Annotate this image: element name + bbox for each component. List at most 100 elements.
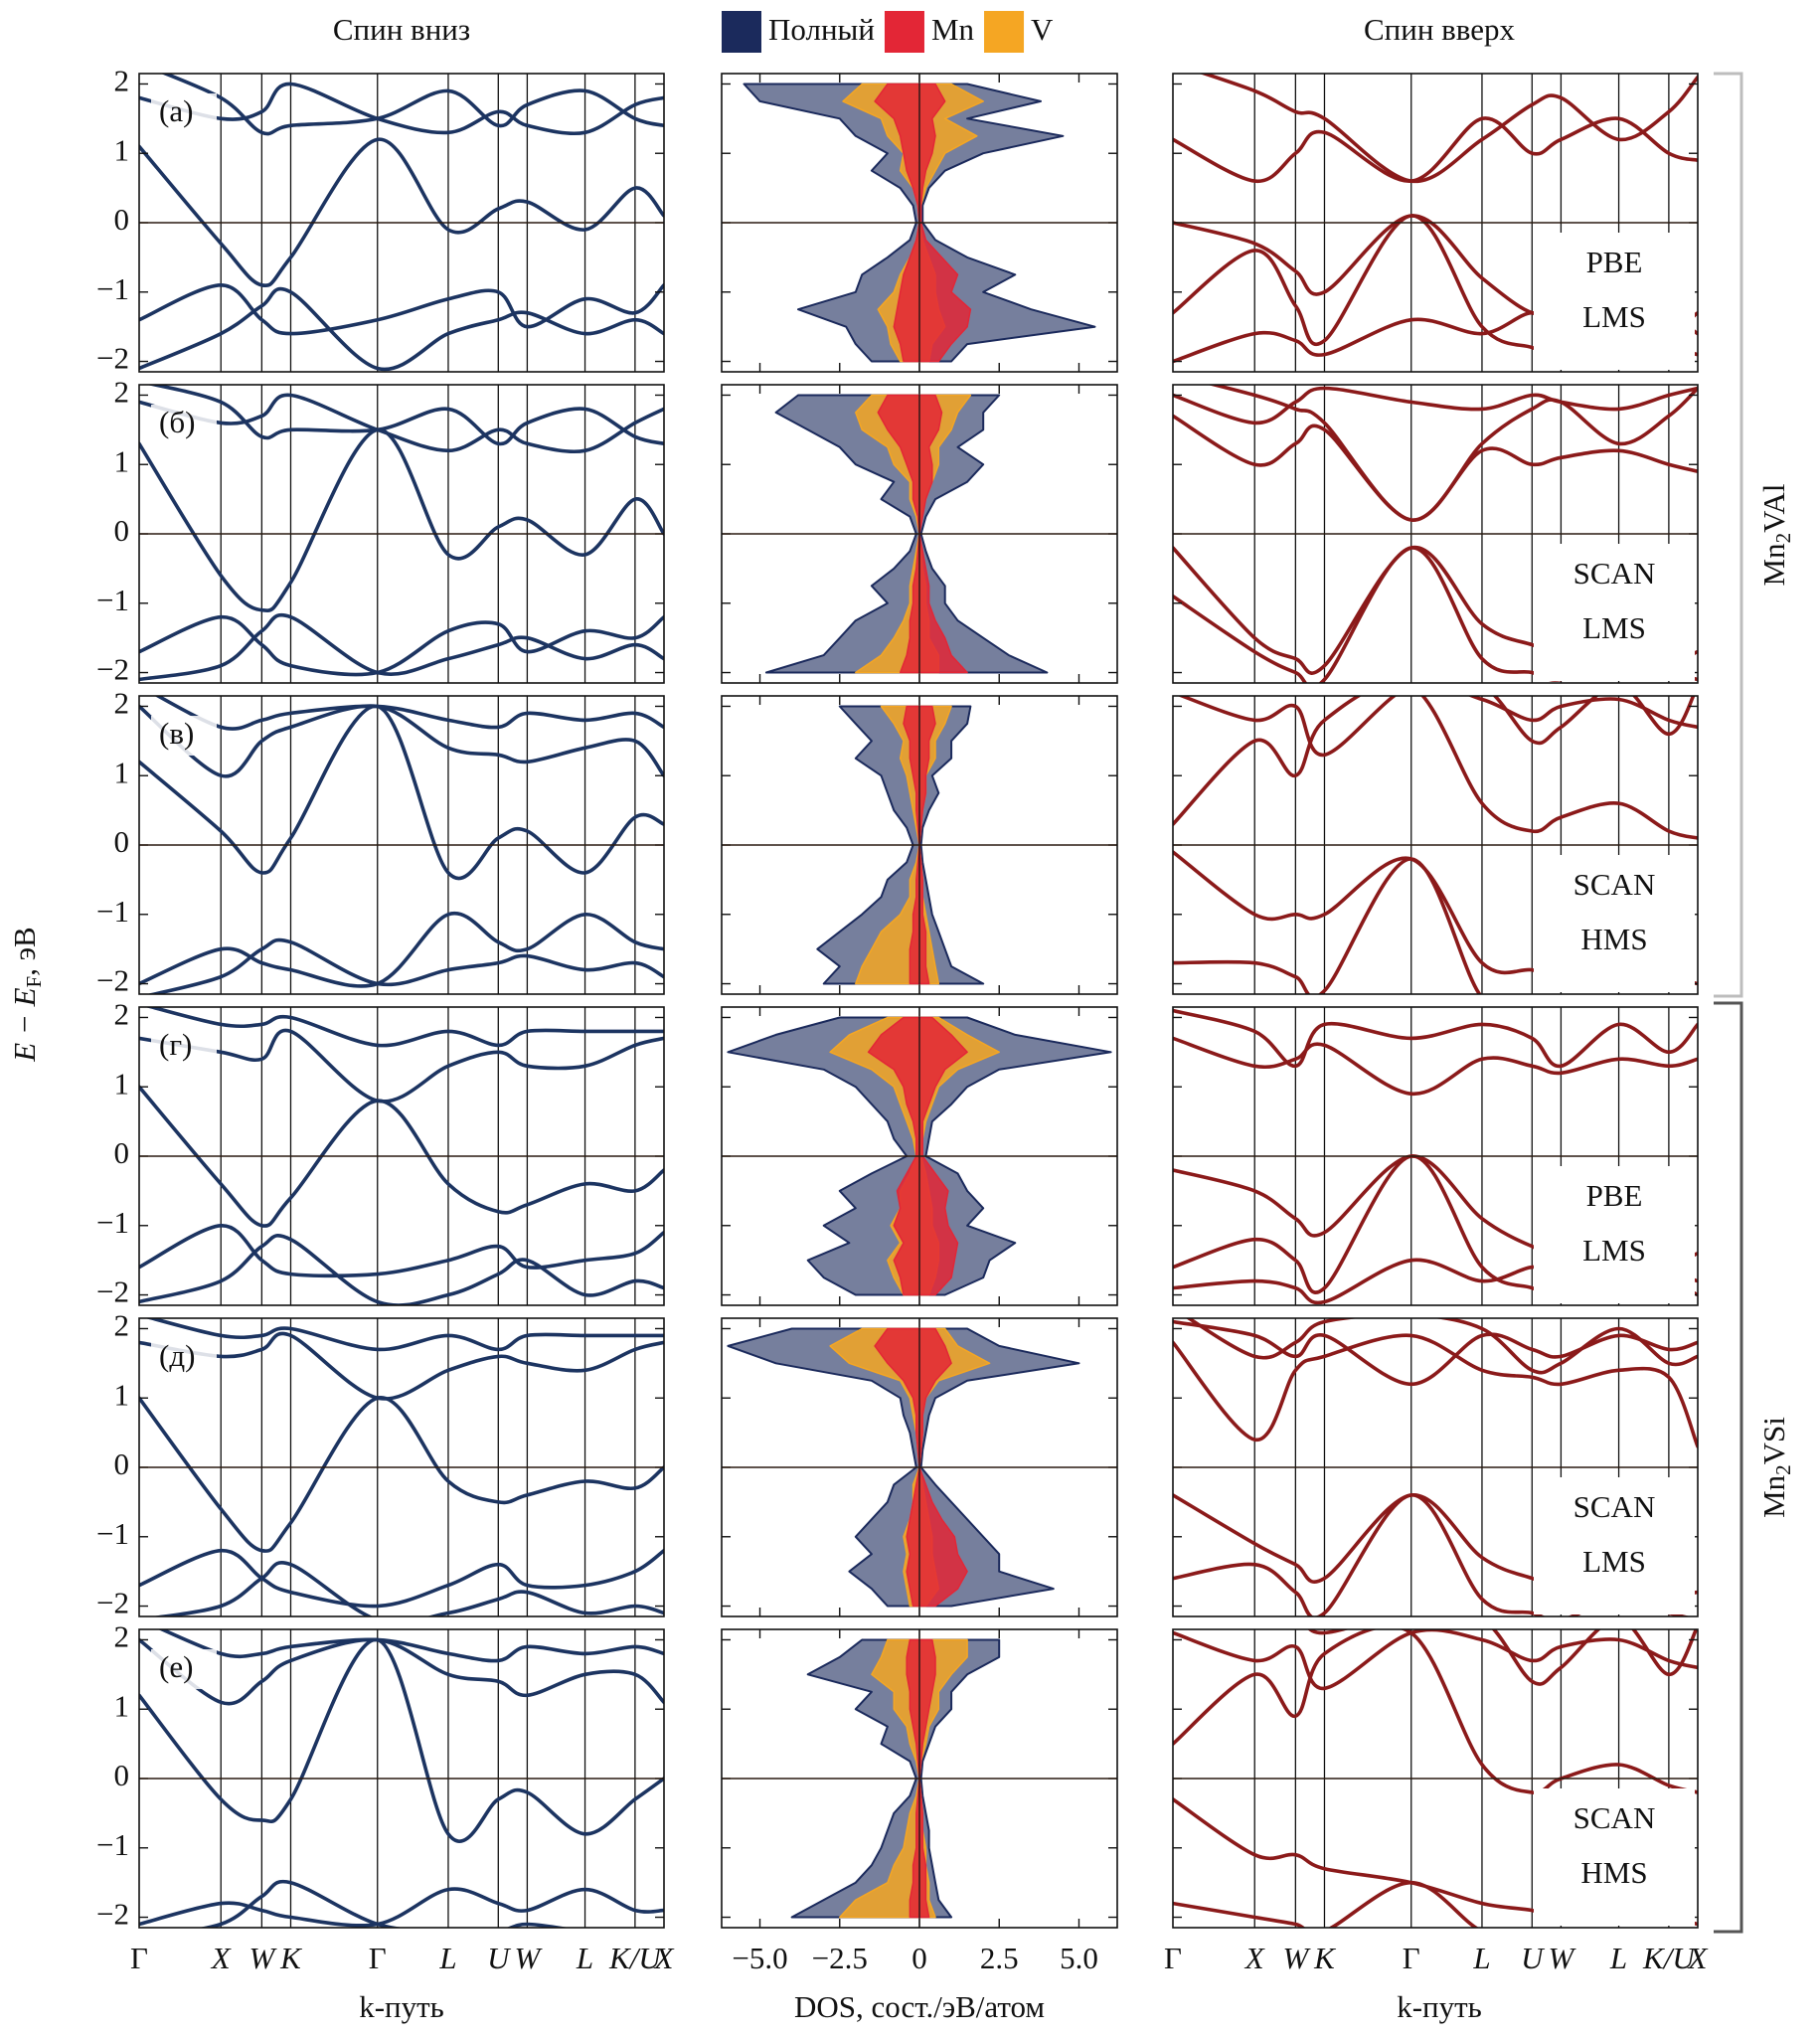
panel-label-bg [151, 1649, 217, 1689]
x-tick-label: X [653, 1941, 675, 1975]
band-line [1173, 857, 1482, 994]
legend-label: Mn [931, 12, 975, 47]
band-line [139, 1637, 664, 1843]
y-tick-label: −1 [96, 271, 129, 306]
y-tick-label: −1 [96, 894, 129, 929]
panel-frame [721, 1628, 1118, 1929]
y-tick-label: −1 [96, 1516, 129, 1551]
panel-frame [138, 73, 665, 373]
panel-frame [721, 1006, 1118, 1306]
panel-frame [138, 1006, 665, 1306]
y-tick-label: 2 [114, 375, 130, 410]
y-axis-title-unit: , эВ [7, 927, 42, 975]
compound-bracket [1714, 72, 1743, 998]
y-tick-label: 0 [114, 824, 130, 859]
x-tick-label: W [1282, 1941, 1311, 1975]
x-tick-label: U [487, 1941, 512, 1975]
x-tick-label: X [1243, 1941, 1265, 1975]
x-tick-label: X [1687, 1941, 1709, 1975]
band-line [1177, 696, 1698, 758]
x-axis-title: DOS, сост./эВ/атом [794, 1989, 1045, 2024]
band-line [139, 1637, 664, 1706]
band-line [139, 614, 664, 677]
band-line [1207, 385, 1698, 522]
panel-frame [138, 1317, 665, 1617]
panel-frame [1172, 1006, 1699, 1306]
panel-frame [1172, 73, 1699, 373]
method-box [1534, 855, 1695, 992]
band-line [1185, 1318, 1698, 1375]
y-tick-label: 1 [114, 755, 130, 789]
panel-label: (в) [159, 716, 194, 751]
compound-name: Mn [1756, 543, 1791, 587]
band-panel [139, 74, 664, 372]
panel-frame [138, 384, 665, 684]
compound-bracket [1714, 1001, 1743, 1934]
y-tick-label: 2 [114, 1308, 130, 1343]
legend-swatch [984, 11, 1025, 53]
band-line [157, 1629, 664, 1663]
panel-label: (е) [159, 1649, 193, 1684]
panel-frame [721, 73, 1118, 373]
dos-panel [790, 1638, 1001, 1919]
method-label: SCAN [1573, 1800, 1656, 1835]
y-tick-label: −2 [96, 1274, 129, 1309]
method-box [1534, 1166, 1695, 1303]
band-line [139, 1396, 664, 1554]
panel-frame [721, 1317, 1118, 1617]
method-label: HMS [1580, 1855, 1647, 1890]
band-panel [139, 1629, 664, 1928]
band-line [154, 696, 664, 731]
method-box [1534, 1477, 1695, 1614]
x-tick-label: U [1521, 1941, 1546, 1975]
y-tick-label: −1 [96, 1827, 129, 1862]
method-label: LMS [1582, 1544, 1646, 1579]
x-tick-label: L [438, 1941, 456, 1975]
x-tick-label: Γ [1403, 1941, 1420, 1975]
band-panel [139, 385, 664, 683]
method-label: LMS [1582, 1233, 1646, 1268]
panel-frame [1172, 695, 1699, 995]
band-line [1307, 1629, 1698, 1686]
x-tick-label: 5.0 [1060, 1941, 1098, 1975]
panel-frame [721, 384, 1118, 684]
method-box [1534, 233, 1695, 370]
x-tick-label: L [576, 1941, 593, 1975]
band-line [139, 1028, 664, 1103]
band-line [139, 427, 664, 612]
y-tick-label: 2 [114, 64, 130, 98]
y-tick-label: 1 [114, 132, 130, 167]
x-axis-title: k-путь [1397, 1989, 1482, 2024]
panel-label: (б) [159, 405, 195, 439]
compound-name: VSi [1756, 1417, 1791, 1465]
compound-label: Mn2VAl [1756, 484, 1795, 587]
band-line [139, 1331, 664, 1401]
y-tick-label: 0 [114, 202, 130, 237]
method-label: PBE [1586, 1178, 1643, 1213]
y-tick-label: 1 [114, 1688, 130, 1723]
dos-area [877, 394, 968, 674]
x-tick-label: Γ [369, 1941, 387, 1975]
band-line [139, 1223, 664, 1278]
band-line [1173, 1008, 1698, 1069]
y-tick-label: −1 [96, 583, 129, 617]
band-line [1492, 696, 1696, 746]
band-line [1173, 386, 1698, 425]
band-line [139, 1234, 664, 1305]
y-tick-label: 0 [114, 1446, 130, 1481]
panel-label: (д) [159, 1338, 195, 1373]
band-panel [139, 696, 664, 994]
method-label: SCAN [1573, 867, 1656, 902]
x-tick-label: −5.0 [732, 1941, 787, 1975]
y-tick-label: −2 [96, 1897, 129, 1932]
y-tick-label: −2 [96, 963, 129, 998]
y-axis-title: E − EF, эВ [7, 927, 46, 1062]
dos-area [874, 83, 972, 363]
band-line [1199, 74, 1698, 183]
panel-label: (г) [159, 1027, 192, 1062]
band-panel [139, 1318, 664, 1616]
x-tick-label: W [514, 1941, 543, 1975]
panel-label: (а) [159, 93, 193, 128]
panel-label-bg [151, 716, 217, 756]
